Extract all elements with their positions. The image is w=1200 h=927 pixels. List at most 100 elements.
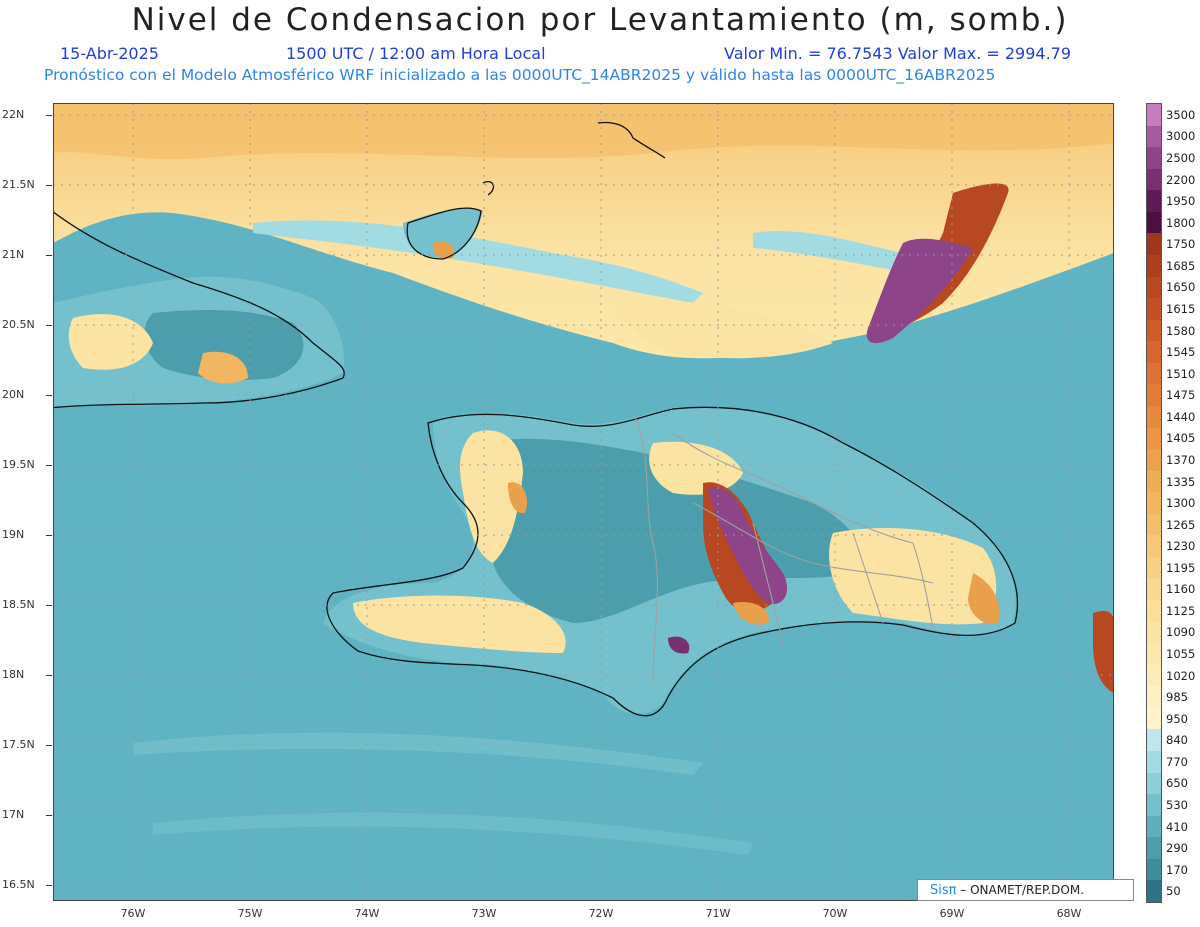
province-borders [632,412,934,684]
colorbar-label: 650 [1166,776,1188,791]
map-plot [53,103,1114,901]
colorbar-label: 1950 [1166,194,1196,209]
lat-label: 18.5N [2,598,35,611]
yellow-patch-east [613,300,833,359]
haiti-south-yellow [353,595,566,653]
lon-label: 74W [354,907,380,920]
colorbar-label: 1125 [1166,603,1196,618]
lat-label: 19N [2,528,25,541]
min-max-values: Valor Min. = 76.7543 Valor Max. = 2994.7… [724,44,1072,63]
cordillera-purple [708,487,788,604]
colorbar-label: 50 [1166,884,1181,899]
colorbar-label: 1650 [1166,280,1196,295]
colorbar [1146,103,1162,903]
colorbar-label: 1055 [1166,647,1196,662]
lat-tick [46,325,52,326]
colorbar-segment [1147,104,1161,127]
colorbar-label: 1580 [1166,323,1196,338]
colorbar-segment [1147,729,1161,752]
sea-streak-south [133,732,703,775]
lon-label: 70W [822,907,848,920]
colorbar-label: 1300 [1166,496,1196,511]
colorbar-segment [1147,664,1161,687]
inagua-island [403,208,483,258]
lat-tick [46,395,52,396]
haiti-orange [508,482,528,514]
lat-tick [46,605,52,606]
colorbar-segment [1147,211,1161,234]
colorbar-segment [1147,233,1161,256]
colorbar-label: 410 [1166,819,1188,834]
colorbar-segment [1147,125,1161,148]
colorbar-segment [1147,751,1161,774]
atlantic-purple [866,238,973,344]
colorbar-segment [1147,449,1161,472]
colorbar-label: 1335 [1166,474,1196,489]
lat-tick [46,115,52,116]
colorbar-label: 1160 [1166,582,1196,597]
northern-yellow-band [53,103,1114,359]
colorbar-segment [1147,600,1161,623]
colorbar-segment [1147,341,1161,364]
lat-tick [46,535,52,536]
colorbar-segment [1147,513,1161,536]
inagua-orange [432,241,455,259]
lat-label: 19.5N [2,458,35,471]
colorbar-label: 1195 [1166,560,1196,575]
southwest-purple [668,636,690,654]
colorbar-label: 1265 [1166,517,1196,532]
forecast-time: 1500 UTC / 12:00 am Hora Local [286,44,546,63]
colorbar-label: 770 [1166,754,1188,769]
colorbar-label: 1800 [1166,215,1196,230]
colorbar-label: 1370 [1166,452,1196,467]
colorbar-label: 1020 [1166,668,1196,683]
lat-label: 20N [2,388,25,401]
cuba-low-lcl [144,310,304,380]
colorbar-label: 1090 [1166,625,1196,640]
lat-label: 17N [2,808,25,821]
graticule [53,103,1114,901]
colorbar-segment [1147,858,1161,881]
colorbar-label: 1440 [1166,409,1196,424]
cuba-orange [198,351,248,384]
colorbar-label: 1230 [1166,539,1196,554]
colorbar-segment [1147,621,1161,644]
credit-box: Sisπ – ONAMET/REP.DOM. [917,879,1134,901]
colorbar-label: 1750 [1166,237,1196,252]
lat-label: 21N [2,248,25,261]
colorbar-label: 1510 [1166,366,1196,381]
lon-label: 75W [237,907,263,920]
cyan-streak [253,220,703,303]
colorbar-label: 1405 [1166,431,1196,446]
lon-label: 73W [471,907,497,920]
colorbar-label: 530 [1166,798,1188,813]
dr-east-yellow [829,528,997,625]
lat-tick [46,465,52,466]
colorbar-segment [1147,147,1161,170]
lat-label: 22N [2,108,25,121]
colorbar-label: 1615 [1166,301,1196,316]
central-yellow [649,441,743,495]
colorbar-label: 290 [1166,841,1188,856]
lon-label: 76W [120,907,146,920]
lon-label: 72W [588,907,614,920]
colorbar-label: 3500 [1166,107,1196,122]
colorbar-segment [1147,643,1161,666]
colorbar-segment [1147,578,1161,601]
lat-label: 20.5N [2,318,35,331]
lon-label: 69W [939,907,965,920]
colorbar-segment [1147,686,1161,709]
colorbar-label: 170 [1166,862,1188,877]
lat-label: 16.5N [2,878,35,891]
colorbar-label: 1545 [1166,345,1196,360]
sispi-logo: Sisπ [930,883,957,898]
colorbar-label: 985 [1166,690,1188,705]
colorbar-segment [1147,362,1161,385]
colorbar-label: 1475 [1166,388,1196,403]
colorbar-label: 2200 [1166,172,1196,187]
lat-tick [46,255,52,256]
lat-tick [46,815,52,816]
colorbar-segment [1147,556,1161,579]
colorbar-label: 1685 [1166,258,1196,273]
colorbar-segment [1147,794,1161,817]
